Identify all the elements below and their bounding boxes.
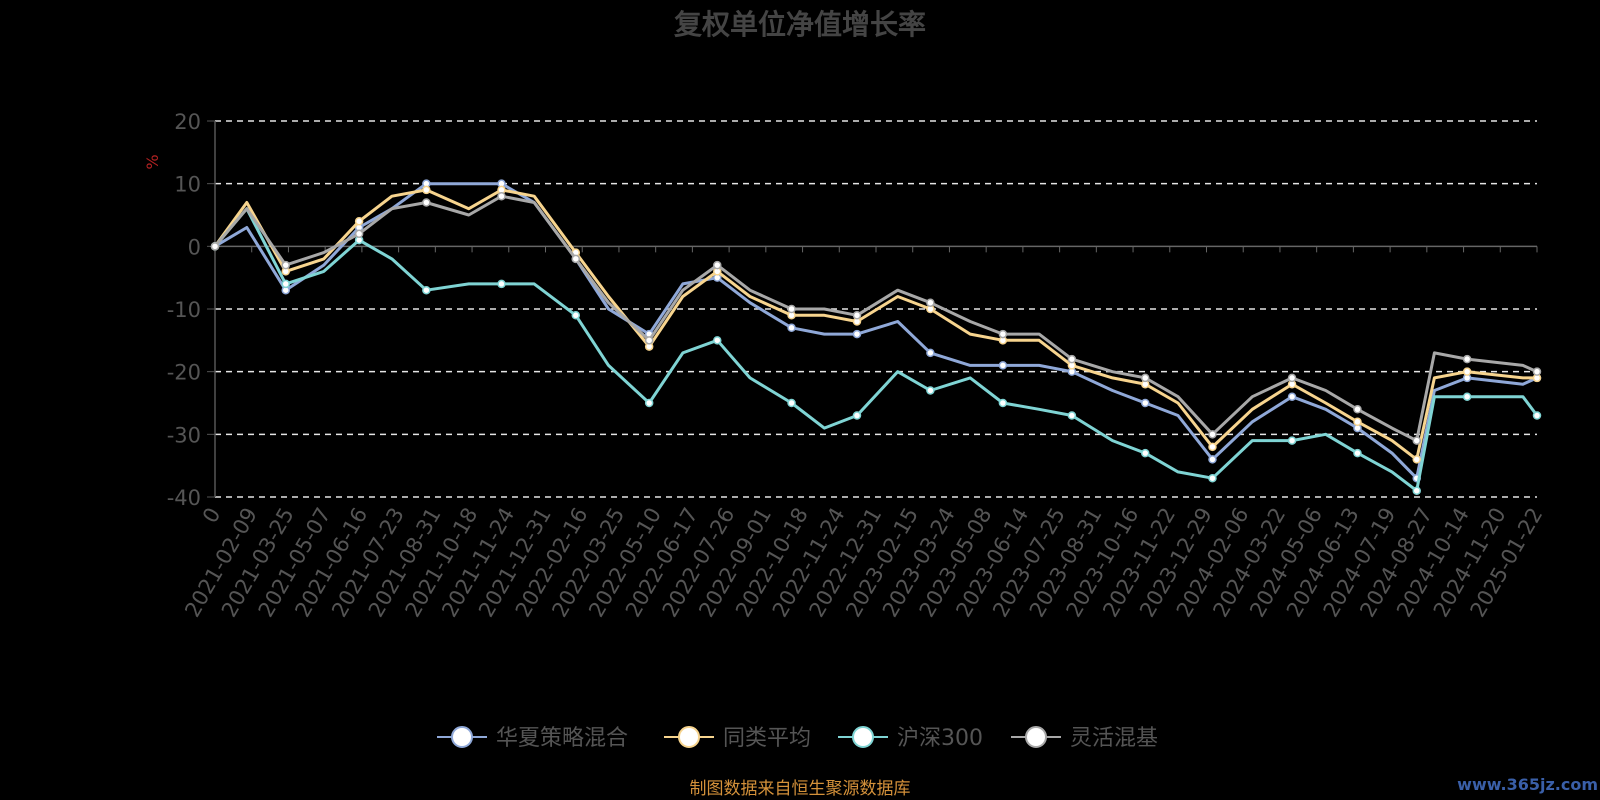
data-point	[354, 229, 364, 239]
data-point	[281, 260, 290, 270]
data-point	[1353, 405, 1362, 414]
data-source-note: 制图数据来自恒生聚源数据库	[690, 779, 911, 799]
x-axis-ticks: 02021-02-092021-03-252021-05-072021-06-1…	[180, 246, 1547, 621]
data-point	[1208, 473, 1217, 483]
legend[interactable]: 华夏策略混合 同类平均 沪深300 灵活混基	[437, 726, 1158, 751]
data-point	[354, 217, 364, 226]
data-point	[1532, 411, 1542, 420]
data-point	[571, 311, 581, 320]
data-point	[1141, 373, 1150, 383]
data-point	[1462, 392, 1472, 401]
data-point	[422, 285, 431, 295]
y-tick-label: 20	[174, 110, 201, 134]
data-point	[926, 348, 935, 358]
legend-marker	[1025, 726, 1047, 748]
data-point	[1208, 455, 1217, 464]
legend-label: 同类平均	[723, 726, 811, 751]
legend-marker	[451, 726, 473, 748]
data-point	[1462, 354, 1472, 364]
data-point	[1412, 486, 1421, 495]
data-point	[1287, 373, 1297, 383]
data-point	[713, 260, 722, 270]
legend-label: 沪深300	[897, 726, 983, 751]
data-point	[1462, 367, 1472, 376]
legend-label: 灵活混基	[1070, 726, 1158, 751]
series-0	[210, 179, 1542, 483]
legend-item[interactable]: 同类平均	[664, 726, 811, 751]
data-point	[497, 279, 506, 289]
legend-item[interactable]: 灵活混基	[1011, 726, 1158, 751]
data-point	[1141, 448, 1150, 458]
y-tick-label: -20	[167, 361, 201, 385]
data-point	[713, 336, 722, 345]
data-point	[787, 323, 796, 333]
data-point	[644, 398, 654, 408]
data-point	[1067, 411, 1077, 420]
data-point	[926, 386, 935, 395]
data-point	[497, 191, 506, 201]
y-tick-label: -10	[167, 298, 201, 322]
y-tick-label: 10	[174, 173, 201, 197]
legend-marker	[678, 726, 700, 748]
data-point	[998, 398, 1008, 408]
data-point	[926, 298, 935, 307]
data-point	[1208, 442, 1217, 452]
data-point	[1208, 430, 1217, 439]
data-point	[281, 279, 290, 289]
data-point	[852, 329, 862, 339]
data-point	[852, 411, 862, 420]
data-point	[1141, 398, 1150, 408]
series-1	[210, 185, 1542, 464]
legend-label: 华夏策略混合	[496, 726, 628, 751]
y-tick-label: -30	[167, 423, 201, 447]
chart-title: 复权单位净值增长率	[674, 8, 926, 41]
data-point	[422, 198, 431, 207]
series-lines	[210, 179, 1542, 495]
y-tick-label: -40	[167, 486, 201, 510]
data-point	[571, 254, 581, 264]
data-point	[644, 336, 654, 345]
data-point	[210, 242, 220, 251]
y-tick-label: 0	[188, 235, 201, 259]
data-point	[787, 304, 796, 314]
data-point	[1287, 392, 1297, 401]
data-point	[1353, 448, 1362, 458]
data-point	[422, 185, 431, 195]
data-point	[998, 329, 1008, 339]
series-line	[214, 182, 1538, 480]
series-line	[213, 207, 1539, 493]
x-tick-label: 0	[198, 504, 225, 528]
series-3	[210, 191, 1542, 445]
data-point	[1287, 436, 1297, 445]
legend-item[interactable]: 沪深300	[838, 726, 983, 751]
data-point	[1532, 367, 1542, 376]
y-axis-label: %	[143, 154, 162, 169]
series-line	[213, 194, 1538, 443]
data-point	[1353, 417, 1362, 427]
watermark: www.365jz.com	[1457, 775, 1598, 794]
data-point	[1412, 436, 1421, 445]
data-point	[998, 361, 1008, 370]
data-point	[787, 398, 796, 408]
series-line	[213, 188, 1537, 461]
data-point	[1412, 455, 1421, 464]
legend-marker	[852, 726, 874, 748]
y-axis-ticks: 20 10 0 -10 -20 -30 -40	[167, 110, 215, 510]
legend-item[interactable]: 华夏策略混合	[437, 726, 628, 751]
data-point	[852, 311, 862, 320]
data-point	[1067, 354, 1077, 364]
